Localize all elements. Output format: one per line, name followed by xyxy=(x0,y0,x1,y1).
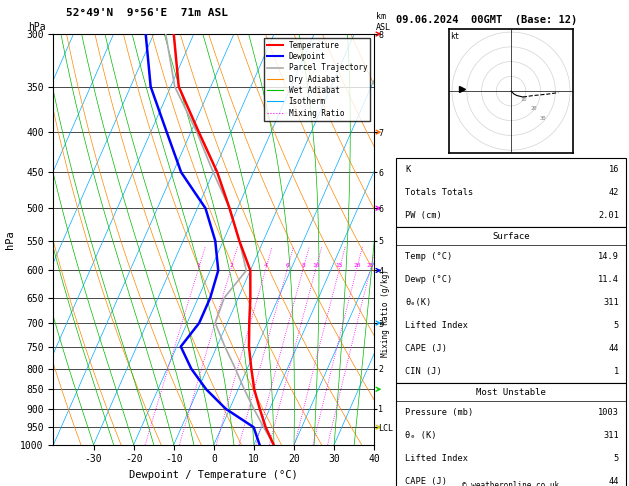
Text: 2: 2 xyxy=(229,262,233,267)
Text: © weatheronline.co.uk: © weatheronline.co.uk xyxy=(462,481,560,486)
Text: CAPE (J): CAPE (J) xyxy=(406,477,447,486)
Y-axis label: hPa: hPa xyxy=(4,230,14,249)
Text: 15: 15 xyxy=(336,262,343,267)
Text: 44: 44 xyxy=(608,344,619,353)
Text: 20: 20 xyxy=(353,262,360,267)
Text: PW (cm): PW (cm) xyxy=(406,211,442,220)
Text: 14.9: 14.9 xyxy=(598,252,619,261)
Text: 10: 10 xyxy=(521,97,527,102)
Text: Surface: Surface xyxy=(493,231,530,241)
Text: 52°49'N  9°56'E  71m ASL: 52°49'N 9°56'E 71m ASL xyxy=(66,8,228,18)
Text: 42: 42 xyxy=(608,188,619,197)
Text: 20: 20 xyxy=(530,106,537,111)
Text: 4: 4 xyxy=(264,262,268,267)
Text: 6: 6 xyxy=(286,262,289,267)
Text: 311: 311 xyxy=(603,298,619,307)
Text: 8: 8 xyxy=(301,262,305,267)
Text: Most Unstable: Most Unstable xyxy=(476,388,546,397)
Text: km
ASL: km ASL xyxy=(376,12,391,32)
Text: Lifted Index: Lifted Index xyxy=(406,454,469,463)
Text: Dewp (°C): Dewp (°C) xyxy=(406,275,453,284)
Text: 1: 1 xyxy=(614,367,619,376)
X-axis label: Dewpoint / Temperature (°C): Dewpoint / Temperature (°C) xyxy=(130,470,298,480)
Text: θₑ (K): θₑ (K) xyxy=(406,431,437,440)
Text: Mixing Ratio (g/kg): Mixing Ratio (g/kg) xyxy=(381,269,390,357)
Bar xyxy=(396,383,626,486)
Text: CAPE (J): CAPE (J) xyxy=(406,344,447,353)
Text: 5: 5 xyxy=(614,454,619,463)
Text: 11.4: 11.4 xyxy=(598,275,619,284)
Text: 5: 5 xyxy=(614,321,619,330)
Text: 30: 30 xyxy=(540,116,547,121)
Text: 10: 10 xyxy=(312,262,320,267)
Text: Lifted Index: Lifted Index xyxy=(406,321,469,330)
Text: kt: kt xyxy=(450,32,460,41)
Text: 1: 1 xyxy=(197,262,201,267)
Text: 25: 25 xyxy=(367,262,374,267)
Text: CIN (J): CIN (J) xyxy=(406,367,442,376)
Text: 44: 44 xyxy=(608,477,619,486)
Text: θₑ(K): θₑ(K) xyxy=(406,298,431,307)
Text: hPa: hPa xyxy=(28,21,46,32)
Text: K: K xyxy=(406,165,411,174)
Bar xyxy=(396,227,626,383)
Text: 1003: 1003 xyxy=(598,408,619,417)
Text: Totals Totals: Totals Totals xyxy=(406,188,474,197)
Text: 16: 16 xyxy=(608,165,619,174)
Text: Pressure (mb): Pressure (mb) xyxy=(406,408,474,417)
Text: 311: 311 xyxy=(603,431,619,440)
Legend: Temperature, Dewpoint, Parcel Trajectory, Dry Adiabat, Wet Adiabat, Isotherm, Mi: Temperature, Dewpoint, Parcel Trajectory… xyxy=(264,38,370,121)
Text: 2.01: 2.01 xyxy=(598,211,619,220)
Text: 09.06.2024  00GMT  (Base: 12): 09.06.2024 00GMT (Base: 12) xyxy=(396,15,577,25)
Text: Temp (°C): Temp (°C) xyxy=(406,252,453,261)
Bar xyxy=(396,158,626,227)
